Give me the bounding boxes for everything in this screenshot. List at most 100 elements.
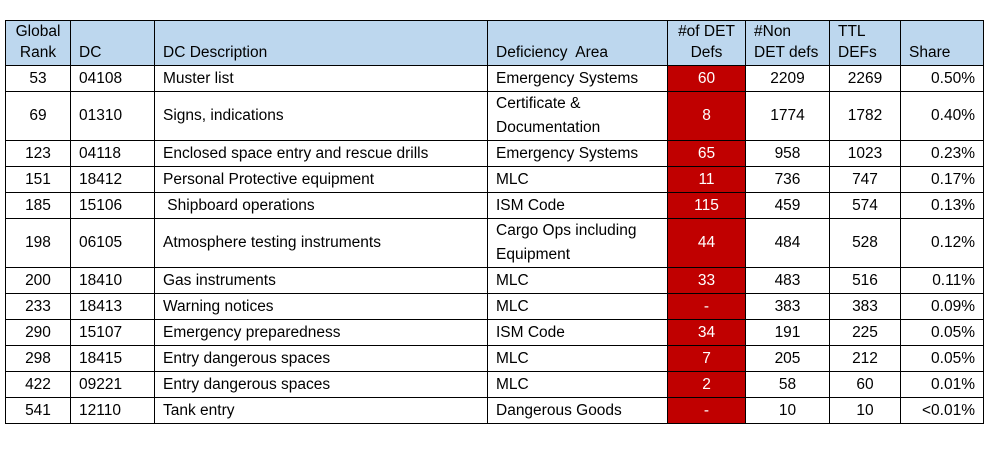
det-defs-cell: 8 bbox=[667, 91, 746, 141]
deficiency-area-cell: ISM Code bbox=[487, 319, 668, 346]
dc-description-cell: Muster list bbox=[154, 65, 488, 92]
total-defs-cell: 528 bbox=[829, 218, 901, 268]
dc-code-cell: 09221 bbox=[70, 371, 155, 398]
non-det-defs-cell: 484 bbox=[745, 218, 830, 268]
dc-description-cell: Warning notices bbox=[154, 293, 488, 320]
share-cell: 0.50% bbox=[900, 65, 984, 92]
global-rank-cell: 198 bbox=[5, 218, 71, 268]
share-cell: 0.13% bbox=[900, 192, 984, 219]
dc-code-cell: 18413 bbox=[70, 293, 155, 320]
global-rank-cell: 422 bbox=[5, 371, 71, 398]
header-total-defs: TTL DEFs bbox=[829, 20, 901, 66]
dc-description-cell: Personal Protective equipment bbox=[154, 166, 488, 193]
dc-code-cell: 15107 bbox=[70, 319, 155, 346]
dc-code-cell: 15106 bbox=[70, 192, 155, 219]
total-defs-cell: 747 bbox=[829, 166, 901, 193]
non-det-defs-cell: 205 bbox=[745, 345, 830, 372]
global-rank-cell: 123 bbox=[5, 140, 71, 167]
total-defs-cell: 383 bbox=[829, 293, 901, 320]
non-det-defs-cell: 736 bbox=[745, 166, 830, 193]
dc-description-cell: Enclosed space entry and rescue drills bbox=[154, 140, 488, 167]
table-row: 290 15107 Emergency preparedness ISM Code 34… bbox=[5, 319, 984, 346]
non-det-defs-cell: 1774 bbox=[745, 91, 830, 141]
table-row: 233 18413 Warning notices MLC -383 383 0.09% bbox=[5, 293, 984, 320]
global-rank-cell: 233 bbox=[5, 293, 71, 320]
share-cell: 0.40% bbox=[900, 91, 984, 141]
det-defs-cell: 11 bbox=[667, 166, 746, 193]
header-dc-description: DC Description bbox=[154, 20, 488, 66]
total-defs-cell: 212 bbox=[829, 345, 901, 372]
header-dc: DC bbox=[70, 20, 155, 66]
table-row: 185 15106 Shipboard operations ISM Code 115… bbox=[5, 192, 984, 219]
dc-code-cell: 18410 bbox=[70, 267, 155, 294]
total-defs-cell: 516 bbox=[829, 267, 901, 294]
deficiency-area-cell: Cargo Ops including Equipment bbox=[487, 218, 668, 268]
share-cell: 0.09% bbox=[900, 293, 984, 320]
total-defs-cell: 574 bbox=[829, 192, 901, 219]
share-cell: 0.17% bbox=[900, 166, 984, 193]
header-det-defs: #of DET Defs bbox=[667, 20, 746, 66]
deficiency-area-cell: Dangerous Goods bbox=[487, 397, 668, 424]
non-det-defs-cell: 58 bbox=[745, 371, 830, 398]
table-row: 200 18410 Gas instruments MLC 33 483 516 0.11% bbox=[5, 267, 984, 294]
global-rank-cell: 200 bbox=[5, 267, 71, 294]
det-defs-cell: 65 bbox=[667, 140, 746, 167]
table-row: 123 04118 Enclosed space entry and rescue … bbox=[5, 140, 984, 167]
share-cell: 0.05% bbox=[900, 345, 984, 372]
dc-description-cell: Gas instruments bbox=[154, 267, 488, 294]
global-rank-cell: 69 bbox=[5, 91, 71, 141]
det-defs-cell: 34 bbox=[667, 319, 746, 346]
share-cell: 0.01% bbox=[900, 371, 984, 398]
global-rank-cell: 53 bbox=[5, 65, 71, 92]
det-defs-cell: - bbox=[667, 293, 746, 320]
deficiency-area-cell: MLC bbox=[487, 345, 668, 372]
deficiency-area-cell: Certificate & Documentation bbox=[487, 91, 668, 141]
non-det-defs-cell: 191 bbox=[745, 319, 830, 346]
total-defs-cell: 1782 bbox=[829, 91, 901, 141]
global-rank-cell: 290 bbox=[5, 319, 71, 346]
dc-code-cell: 04118 bbox=[70, 140, 155, 167]
det-defs-cell: 7 bbox=[667, 345, 746, 372]
share-cell: <0.01% bbox=[900, 397, 984, 424]
share-cell: 0.05% bbox=[900, 319, 984, 346]
det-defs-cell: 2 bbox=[667, 371, 746, 398]
dc-code-cell: 04108 bbox=[70, 65, 155, 92]
global-rank-cell: 541 bbox=[5, 397, 71, 424]
non-det-defs-cell: 459 bbox=[745, 192, 830, 219]
dc-code-cell: 06105 bbox=[70, 218, 155, 268]
det-defs-cell: 44 bbox=[667, 218, 746, 268]
share-cell: 0.23% bbox=[900, 140, 984, 167]
det-defs-cell: 115 bbox=[667, 192, 746, 219]
non-det-defs-cell: 958 bbox=[745, 140, 830, 167]
header-deficiency-area: Deficiency Area bbox=[487, 20, 668, 66]
dc-code-cell: 01310 bbox=[70, 91, 155, 141]
dc-description-cell: Shipboard operations bbox=[154, 192, 488, 219]
table-row: 151 18412 Personal Protective equipment MLC… bbox=[5, 166, 984, 193]
table-row: 69 01310 Signs, indications Certificate & D… bbox=[5, 91, 984, 141]
global-rank-cell: 151 bbox=[5, 166, 71, 193]
deficiency-area-cell: MLC bbox=[487, 293, 668, 320]
deficiency-area-cell: MLC bbox=[487, 371, 668, 398]
total-defs-cell: 10 bbox=[829, 397, 901, 424]
total-defs-cell: 60 bbox=[829, 371, 901, 398]
det-defs-cell: 60 bbox=[667, 65, 746, 92]
table-row: 422 09221 Entry dangerous spaces MLC 2 58 60 0.… bbox=[5, 371, 984, 398]
dc-description-cell: Entry dangerous spaces bbox=[154, 345, 488, 372]
non-det-defs-cell: 10 bbox=[745, 397, 830, 424]
dc-code-cell: 12110 bbox=[70, 397, 155, 424]
header-global-rank: Global Rank bbox=[5, 20, 71, 66]
total-defs-cell: 2269 bbox=[829, 65, 901, 92]
total-defs-cell: 1023 bbox=[829, 140, 901, 167]
deficiency-area-cell: MLC bbox=[487, 267, 668, 294]
dc-description-cell: Signs, indications bbox=[154, 91, 488, 141]
non-det-defs-cell: 2209 bbox=[745, 65, 830, 92]
deficiency-area-cell: Emergency Systems bbox=[487, 65, 668, 92]
deficiency-area-cell: Emergency Systems bbox=[487, 140, 668, 167]
dc-description-cell: Tank entry bbox=[154, 397, 488, 424]
dc-code-cell: 18415 bbox=[70, 345, 155, 372]
non-det-defs-cell: 483 bbox=[745, 267, 830, 294]
header-non-det-defs: #Non DET defs bbox=[745, 20, 830, 66]
det-defs-cell: 33 bbox=[667, 267, 746, 294]
table-row: 53 04108 Muster list Emergency Systems 60 220… bbox=[5, 65, 984, 92]
header-row: Global Rank DC DC Description Deficiency … bbox=[5, 20, 984, 66]
